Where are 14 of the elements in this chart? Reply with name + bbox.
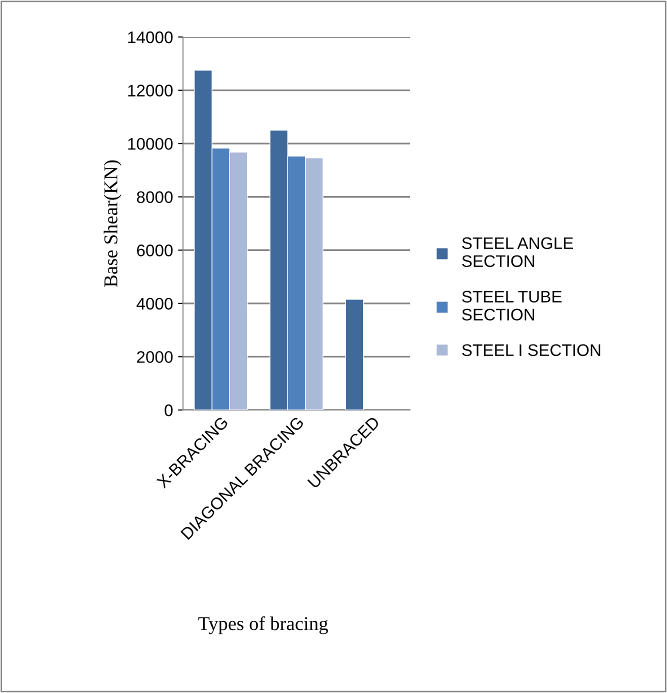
y-tick-label: 0 xyxy=(164,404,173,416)
legend-label: STEEL I SECTION xyxy=(462,344,600,356)
y-tick-label: 12000 xyxy=(128,84,173,96)
y-tick-label: 6000 xyxy=(137,244,173,256)
bar xyxy=(345,299,364,410)
legend-label: STEEL ANGLE SECTION xyxy=(462,237,574,268)
y-tick-label: 2000 xyxy=(137,351,173,363)
y-axis-title: Base Shear(KN) xyxy=(104,160,122,287)
y-tick-label: 8000 xyxy=(136,191,173,204)
legend-label: STEEL TUBE SECTION xyxy=(462,290,562,321)
x-axis-title: Types of bracing xyxy=(198,616,328,634)
y-tick-label: 10000 xyxy=(128,138,173,150)
y-tick-label: 4000 xyxy=(136,298,173,310)
y-tick-label: 14000 xyxy=(128,31,173,44)
